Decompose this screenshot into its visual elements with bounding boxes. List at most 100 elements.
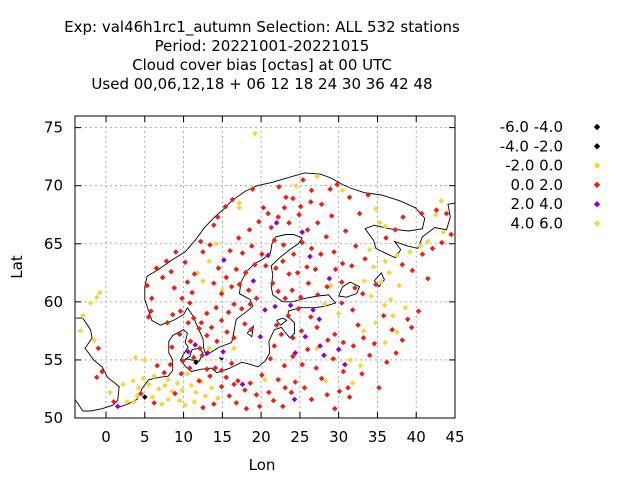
data-point (418, 210, 425, 217)
data-point (202, 393, 209, 399)
coastline-segment (75, 317, 120, 412)
data-point (199, 352, 205, 359)
title-line-2: Period: 20221001-20221015 (155, 37, 370, 55)
data-point (290, 353, 296, 360)
data-point (325, 337, 331, 343)
data-point (276, 184, 282, 190)
data-point (288, 389, 295, 396)
data-point (340, 339, 347, 346)
data-point (159, 401, 165, 407)
data-point (272, 303, 278, 310)
data-point (300, 177, 306, 183)
data-point (328, 213, 335, 219)
data-point (373, 319, 379, 326)
data-point (381, 302, 388, 309)
data-point (151, 400, 157, 406)
data-point (392, 227, 399, 233)
data-point (120, 381, 126, 388)
data-point (390, 312, 396, 319)
data-point (211, 222, 217, 228)
data-point (373, 206, 379, 212)
coastline-segment (276, 317, 288, 326)
data-point (186, 300, 193, 306)
data-point (323, 234, 330, 240)
data-point (228, 360, 235, 367)
data-point (331, 331, 338, 338)
data-point (331, 249, 337, 255)
coastline-map (74, 172, 456, 412)
data-point (231, 381, 237, 388)
data-point (239, 250, 246, 256)
data-point (267, 355, 274, 362)
data-point (229, 196, 236, 203)
data-point (305, 280, 312, 287)
data-point (270, 397, 277, 404)
data-point (177, 308, 184, 314)
data-point (208, 385, 215, 391)
data-point (149, 394, 156, 400)
data-point (172, 390, 178, 397)
data-point (310, 307, 316, 313)
data-point (321, 352, 327, 359)
data-point (293, 182, 299, 189)
data-point (130, 378, 136, 384)
data-point (148, 308, 154, 314)
data-point (404, 316, 411, 323)
data-point (347, 357, 354, 363)
data-point (273, 220, 280, 226)
data-point (331, 405, 338, 412)
data-point (287, 302, 294, 309)
data-point (213, 304, 219, 311)
y-axis-label: Lat (8, 255, 26, 279)
y-tick-label: 65 (44, 235, 63, 253)
data-point (394, 329, 400, 335)
legend-label: 2.0 4.0 (511, 195, 563, 213)
data-point (407, 249, 413, 255)
data-point (361, 278, 368, 284)
data-point (370, 264, 377, 270)
data-point (153, 265, 160, 271)
data-point (211, 401, 217, 407)
data-point (307, 199, 314, 205)
data-point (359, 290, 366, 297)
data-point (163, 258, 170, 264)
data-point (186, 365, 193, 371)
data-point (190, 354, 197, 361)
data-point (114, 403, 121, 410)
data-point (212, 365, 219, 371)
legend: -6.0 -4.0-4.0 -2.0 -2.0 0.00.0 2.02.0 4.0… (500, 118, 601, 233)
data-point (79, 312, 86, 319)
data-point (292, 379, 299, 385)
data-point (236, 204, 243, 211)
data-point (162, 382, 168, 389)
data-point (292, 350, 299, 356)
data-point (185, 348, 192, 355)
data-point (141, 394, 148, 400)
data-point (218, 383, 225, 390)
data-point (255, 218, 262, 225)
data-point (231, 335, 237, 341)
data-point (194, 270, 201, 276)
data-point (238, 306, 245, 312)
data-point (368, 293, 375, 299)
data-point (349, 263, 355, 269)
data-point (282, 385, 288, 391)
data-point (239, 381, 246, 388)
data-point (295, 306, 302, 312)
data-point (425, 238, 431, 245)
data-point (387, 296, 394, 303)
data-point (262, 307, 268, 313)
data-point (169, 311, 176, 318)
data-point (266, 389, 272, 396)
y-tick-label: 70 (44, 177, 63, 195)
data-point (396, 282, 402, 289)
data-point (155, 386, 162, 392)
data-points (77, 130, 454, 412)
data-point (135, 385, 142, 391)
data-point (297, 294, 304, 300)
data-point (330, 355, 337, 362)
data-point (87, 300, 94, 306)
data-point (253, 295, 260, 302)
legend-label: 4.0 6.0 (511, 215, 563, 233)
x-tick-label: 45 (445, 428, 464, 446)
